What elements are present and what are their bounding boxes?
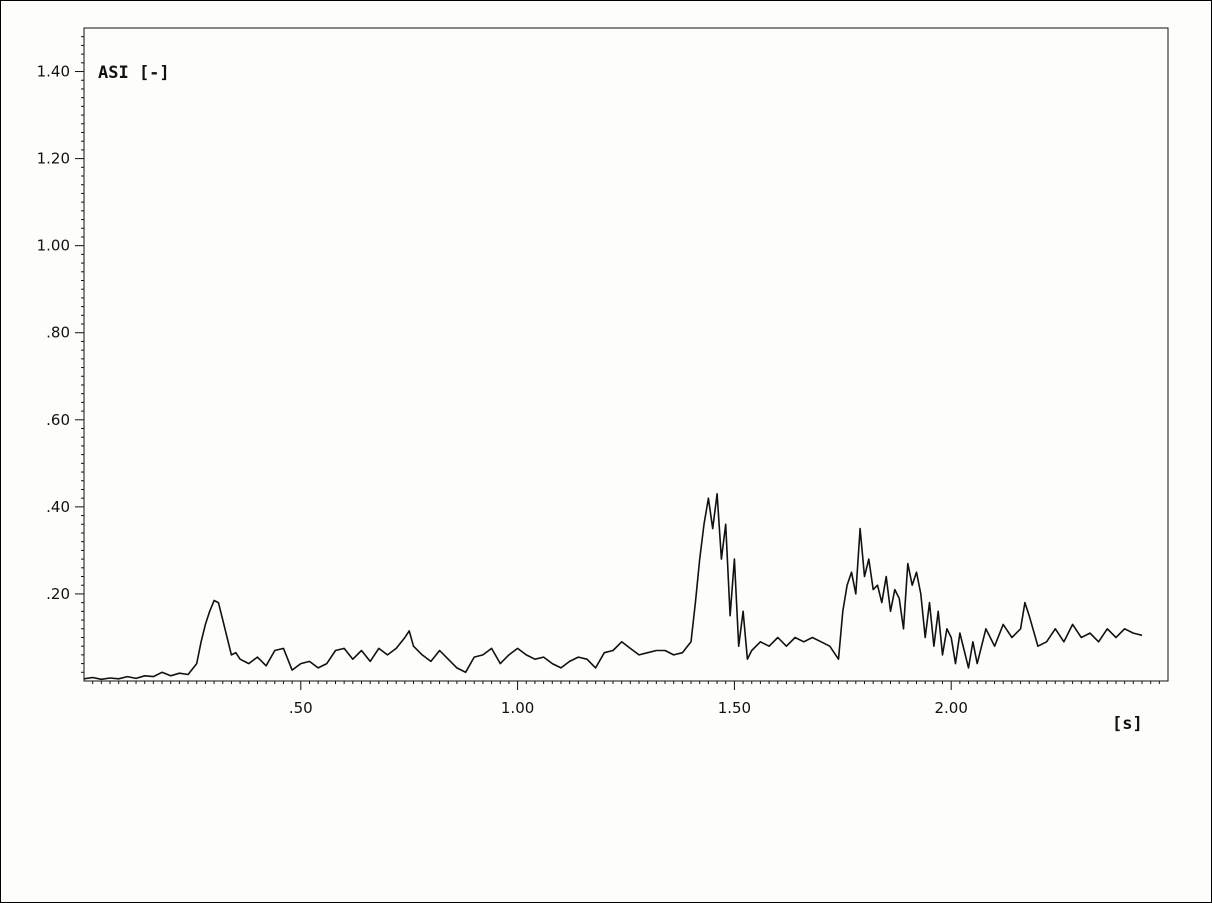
- y-tick-label: .20: [46, 585, 70, 603]
- y-tick-label: 1.40: [37, 63, 70, 81]
- x-axis-label: [s]: [1112, 714, 1143, 734]
- y-tick-label: .40: [46, 498, 70, 516]
- x-tick-label: 1.50: [718, 699, 751, 717]
- y-axis-label: ASI [-]: [98, 63, 170, 83]
- x-axis-ticks: .50 1.00 1.50 2.00: [92, 681, 1160, 717]
- y-tick-label: .80: [46, 324, 70, 342]
- y-tick-label: .60: [46, 411, 70, 429]
- x-tick-label: 1.00: [501, 699, 534, 717]
- y-axis-ticks: .20 .40 .60 .80 1.00 1.20 1.40: [37, 36, 84, 673]
- x-tick-label: .50: [289, 699, 313, 717]
- series-line-1: [83, 492, 1143, 681]
- plot-area: [83, 27, 1169, 682]
- x-tick-label: 2.00: [934, 699, 967, 717]
- y-tick-label: 1.20: [37, 150, 70, 168]
- series-group: [83, 492, 1143, 681]
- y-tick-label: 1.00: [37, 237, 70, 255]
